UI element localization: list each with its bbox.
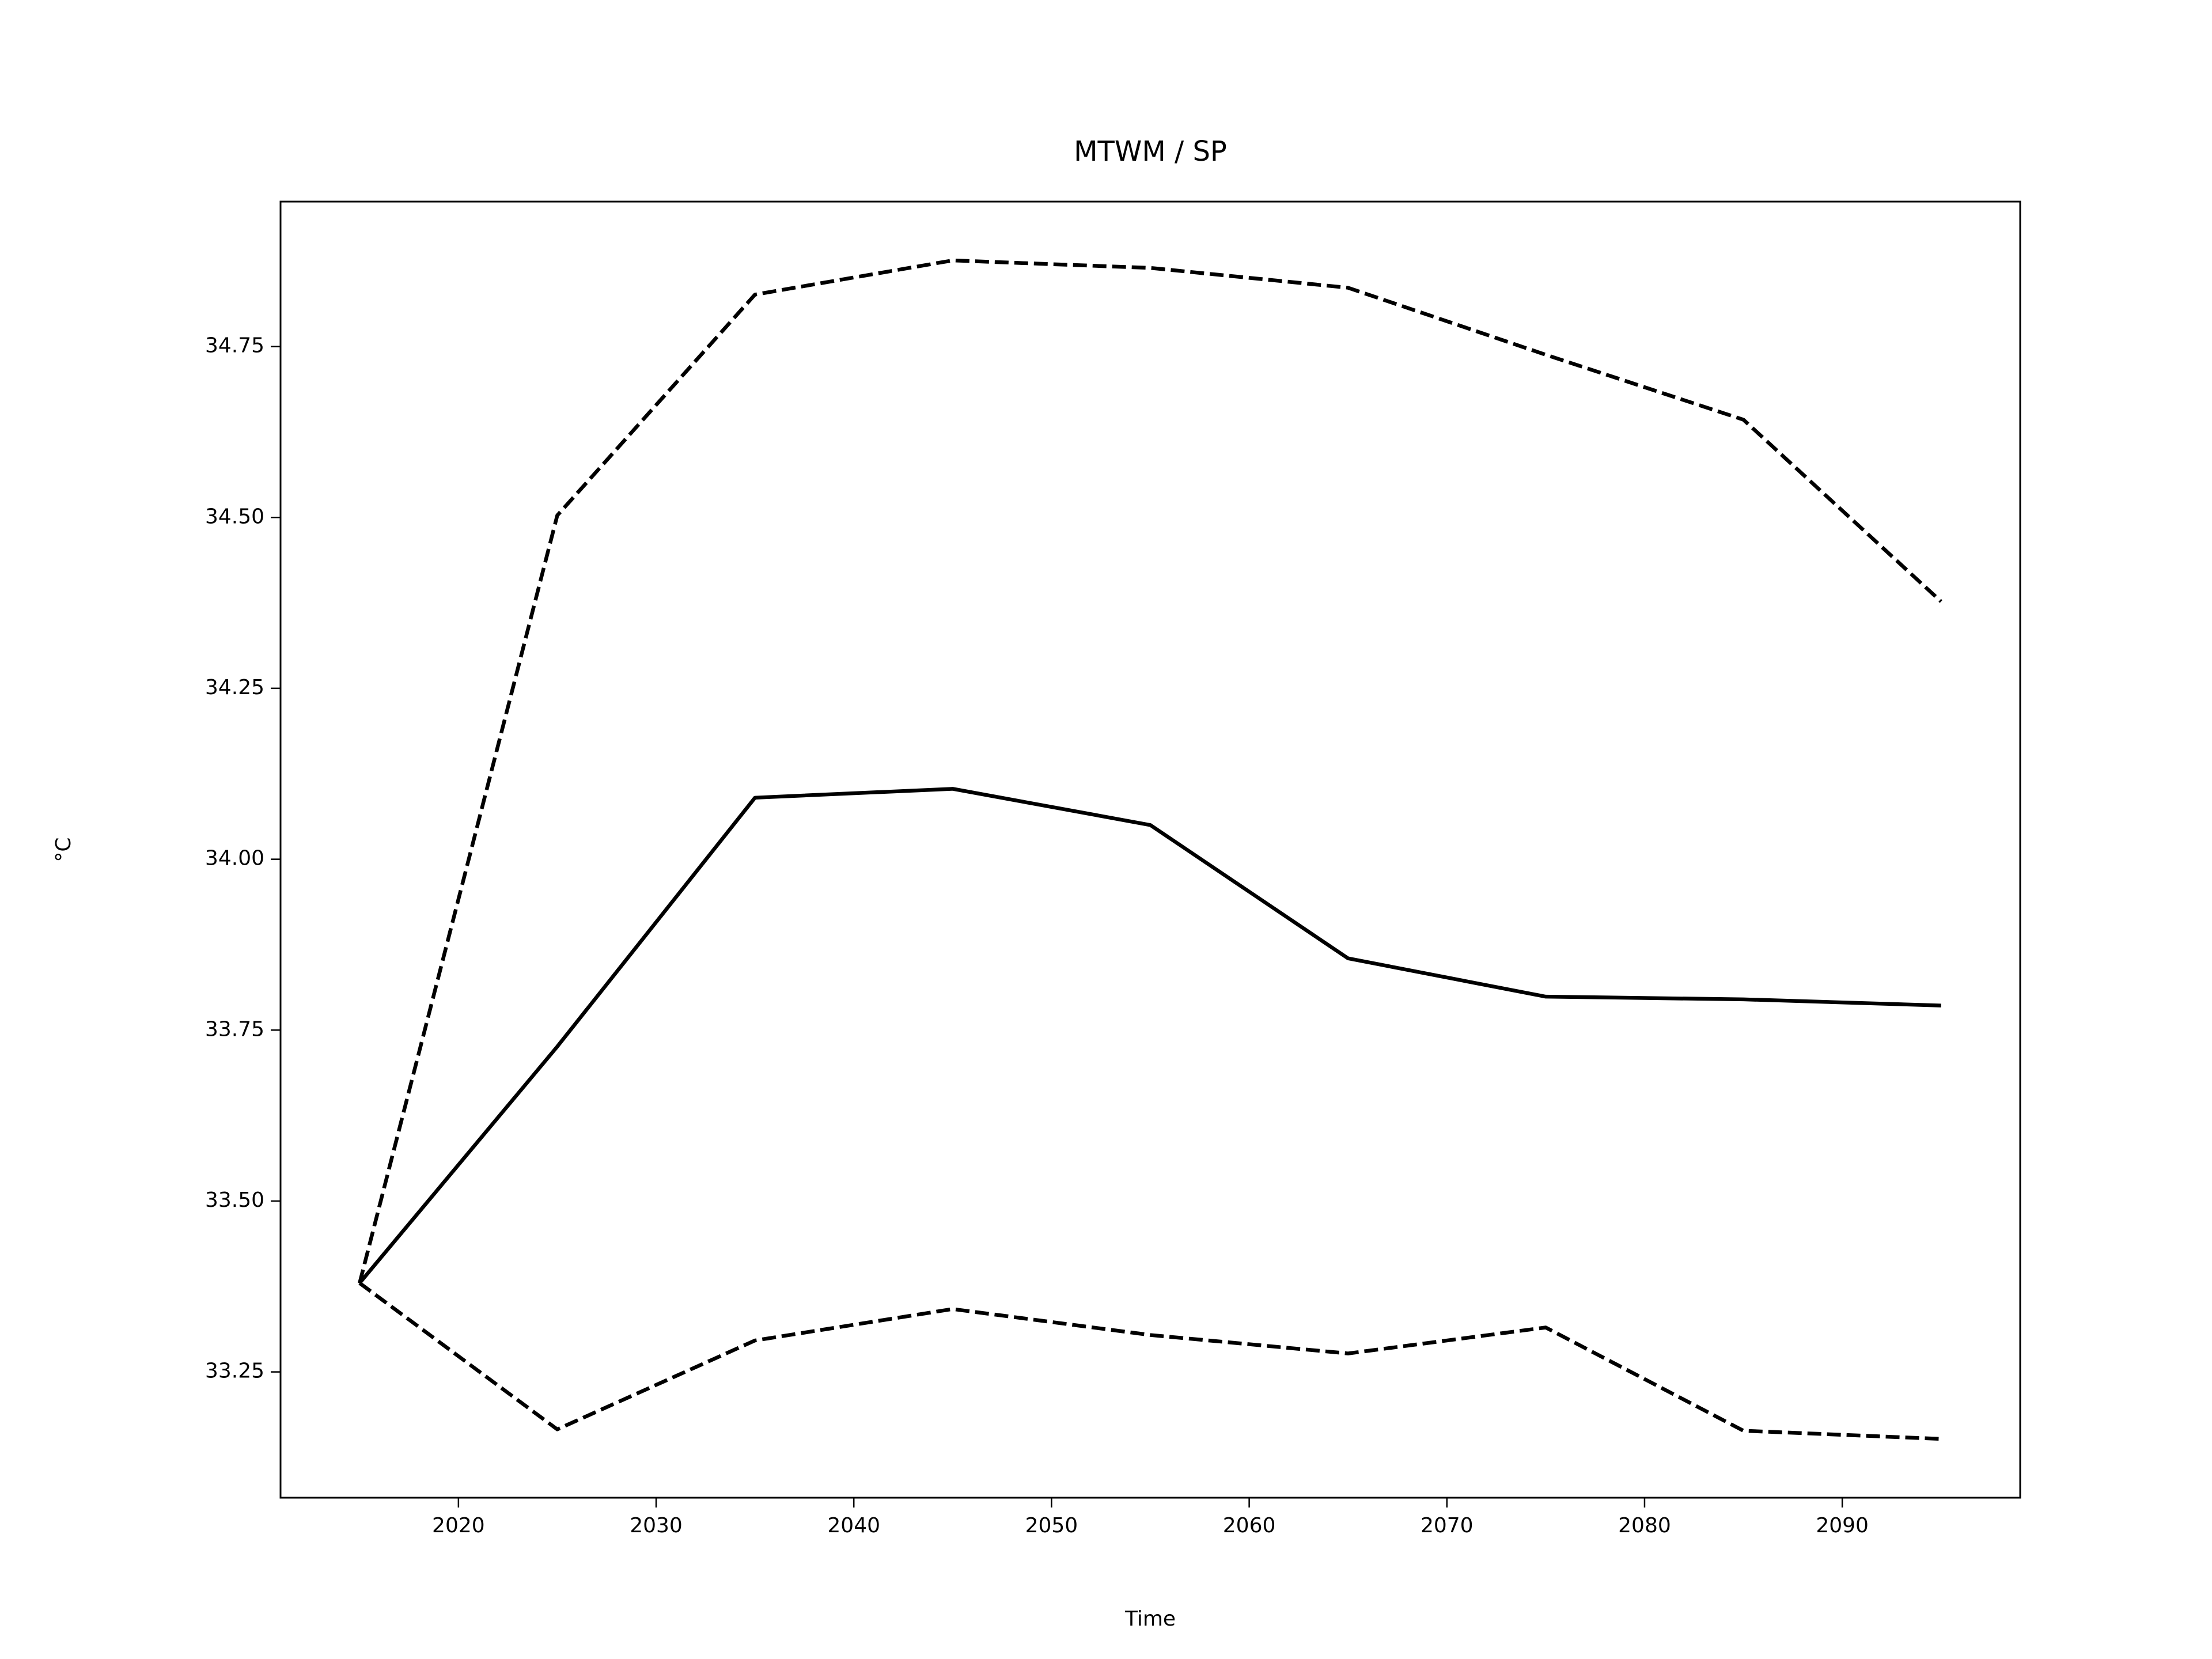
plot-frame <box>279 200 2021 1499</box>
x-tick-label: 2050 <box>1025 1514 1078 1537</box>
chart-title: MTWM / SP <box>1074 135 1227 168</box>
x-tick-label: 2060 <box>1223 1514 1276 1537</box>
y-tick-label: 33.25 <box>205 1359 264 1383</box>
x-tick-label: 2040 <box>827 1514 880 1537</box>
y-tick-label: 33.75 <box>205 1017 264 1041</box>
line-series <box>358 787 1941 1285</box>
y-tick-label: 33.50 <box>205 1188 264 1212</box>
line-series <box>358 258 1942 1284</box>
x-tick-label: 2020 <box>432 1514 485 1537</box>
line-series <box>358 1281 1941 1441</box>
y-axis-label: °C <box>52 837 75 862</box>
y-tick-label: 34.00 <box>205 847 264 870</box>
y-tick-label: 34.50 <box>205 505 264 528</box>
x-tick-label: 2080 <box>1618 1514 1671 1537</box>
x-axis-label: Time <box>1124 1607 1176 1631</box>
y-tick-label: 34.25 <box>205 676 264 699</box>
y-tick-label: 34.75 <box>205 334 264 358</box>
x-tick-label: 2090 <box>1816 1514 1869 1537</box>
x-tick-label: 2070 <box>1421 1514 1474 1537</box>
x-tick-label: 2030 <box>630 1514 683 1537</box>
